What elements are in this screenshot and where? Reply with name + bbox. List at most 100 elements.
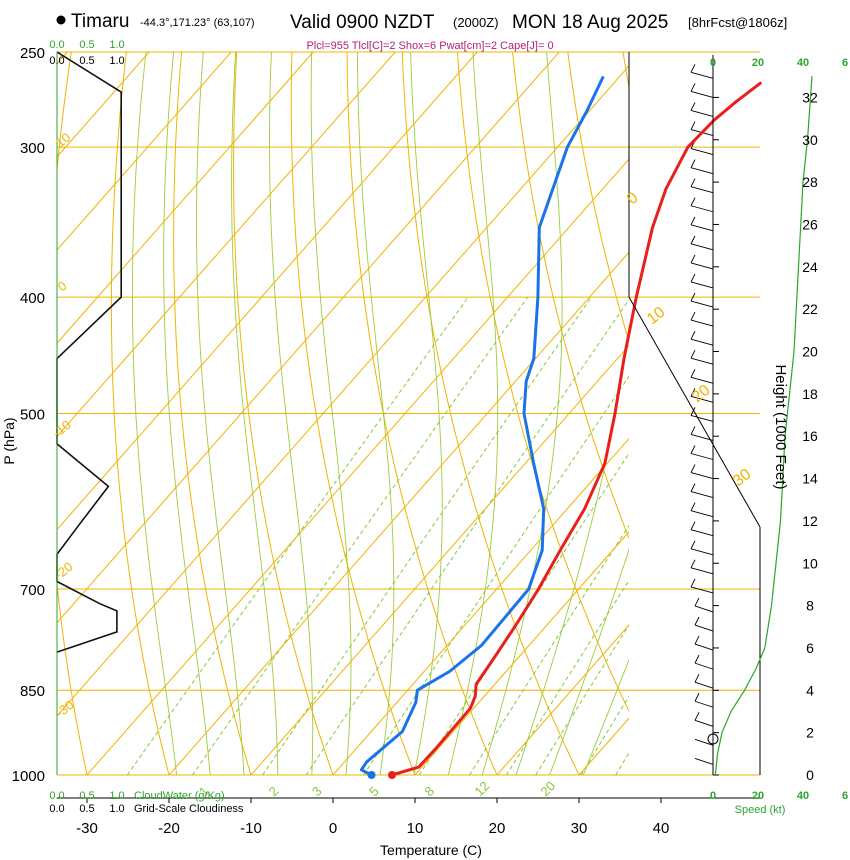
wind-barb-flag — [694, 712, 700, 721]
cloudiness-top-tick: 1.0 — [109, 55, 124, 67]
height-tick-label: 8 — [806, 598, 814, 614]
isotherm-label: 10 — [644, 304, 669, 328]
dry-adiabat — [789, 52, 850, 800]
mixing-ratio-lines — [126, 296, 629, 775]
mixing-ratio-line — [418, 452, 629, 775]
wind-barb — [690, 491, 714, 499]
cloudiness-bottom-tick: 1.0 — [109, 803, 124, 815]
moist-adiabat — [356, 52, 395, 775]
isotherm-line — [414, 531, 629, 775]
dry-adiabat — [733, 52, 850, 800]
valid-date: MON 18 Aug 2025 — [512, 12, 668, 33]
wind-barb — [690, 586, 714, 594]
moist-adiabat — [410, 52, 443, 775]
wind-barb-flag — [690, 445, 696, 454]
legend-dewpoint: Dew point — [0, 0, 5, 1]
height-tick-label: 4 — [806, 682, 814, 698]
isotherm-line — [57, 65, 629, 717]
isotherm-line — [332, 437, 629, 775]
mixing-ratio-line — [305, 298, 629, 775]
mixing-ratio-label: 2 — [266, 783, 282, 799]
cloudiness-line — [56, 51, 122, 653]
plot-frame — [56, 52, 813, 803]
moist-adiabat — [582, 658, 629, 775]
height-tick-label: 0 — [806, 767, 814, 783]
wind-barb — [690, 205, 714, 213]
y-axis-title: P (hPa) — [1, 417, 17, 464]
wind-barb-flag — [690, 235, 696, 245]
mixing-ratio-line — [363, 375, 629, 775]
wind-barb-flag — [690, 464, 696, 473]
cloudwater-bottom-tick: 0.5 — [79, 790, 94, 802]
wind-barb — [694, 681, 714, 689]
speed-label: Speed (kt) — [735, 804, 786, 816]
wind-barb-flag — [690, 273, 696, 283]
x-tick-label: 40 — [653, 820, 670, 837]
x-tick-label: 20 — [489, 820, 506, 837]
wind-barb — [690, 510, 714, 518]
isotherm-line — [496, 624, 629, 775]
mixing-ratio-label: 8 — [421, 783, 437, 799]
wind-barb-flag — [690, 178, 696, 187]
wind-barb-flag — [690, 330, 696, 340]
wind-barb-flag — [690, 578, 696, 588]
wind-barb — [690, 453, 714, 460]
wind-barb — [690, 243, 714, 251]
cloudiness-bottom-tick: 0.0 — [49, 803, 64, 815]
cloudwater-bottom-tick: 1.0 — [109, 790, 124, 802]
dewpoint-line — [359, 75, 605, 777]
wind-barb-flag — [690, 121, 696, 130]
cloudwater-top-tick: 1.0 — [109, 39, 124, 51]
cloudiness-top-tick: 0.0 — [49, 55, 64, 67]
mixing-ratio-label: 12 — [471, 778, 492, 799]
wind-barb — [690, 338, 714, 346]
isotherm-label: 30 — [730, 466, 755, 490]
mixing-ratio-line — [535, 624, 629, 775]
isotherm-line — [57, 52, 396, 438]
wind-barb-flag — [690, 254, 696, 264]
moist-adiabat — [131, 52, 178, 775]
wind-barb-flag — [690, 521, 696, 530]
x-tick-label: 10 — [407, 820, 424, 837]
temperature-line-surface-dot — [388, 771, 397, 779]
wind-barb-flag — [690, 350, 696, 359]
dry-adiabat — [622, 52, 629, 91]
pressure-tick-label: 300 — [20, 140, 45, 157]
isotherm-label: 0 — [624, 189, 642, 208]
wind-barb-flag — [694, 654, 700, 664]
mixing-ratio-line — [262, 296, 592, 775]
speed-top-tick: 6 — [842, 57, 848, 69]
wind-barb-flag — [694, 693, 700, 702]
dewpoint-line-surface-dot — [367, 771, 376, 779]
mixing-ratio-line — [469, 524, 629, 775]
speed-bottom-tick: 20 — [752, 790, 764, 802]
isotherm-line — [57, 52, 314, 344]
wind-barb-flag — [690, 369, 696, 378]
mixing-ratio-line — [126, 296, 469, 775]
dry-adiabat — [457, 52, 629, 713]
height-tick-label: 18 — [802, 386, 818, 402]
wind-barb — [694, 643, 714, 651]
wind-barb — [694, 757, 714, 765]
dry-adiabat — [346, 52, 498, 775]
moist-adiabats — [131, 52, 629, 775]
isotherm-label: -20 — [52, 559, 76, 582]
cloudiness-profile — [56, 51, 122, 653]
moist-adiabat — [549, 548, 629, 775]
dry-adiabat — [290, 52, 416, 775]
x-axis-title: Temperature (C) — [380, 842, 482, 858]
height-tick-label: 16 — [802, 428, 818, 444]
x-tick-label: 30 — [571, 820, 588, 837]
wind-barb-flag — [690, 483, 696, 492]
x-tick-label: -30 — [76, 820, 98, 837]
dry-adiabat — [110, 52, 170, 775]
isotherm-line — [57, 52, 560, 624]
wind-barb-flag — [690, 102, 696, 111]
wind-barb-flag — [690, 216, 696, 226]
pressure-tick-label: 1000 — [12, 768, 45, 785]
height-axis-title: Height (1000 Feet) — [772, 364, 789, 489]
isotherm-line — [250, 344, 629, 775]
wind-barb — [690, 548, 714, 556]
moist-adiabat — [310, 52, 352, 775]
pressure-tick-label: 850 — [20, 683, 45, 700]
